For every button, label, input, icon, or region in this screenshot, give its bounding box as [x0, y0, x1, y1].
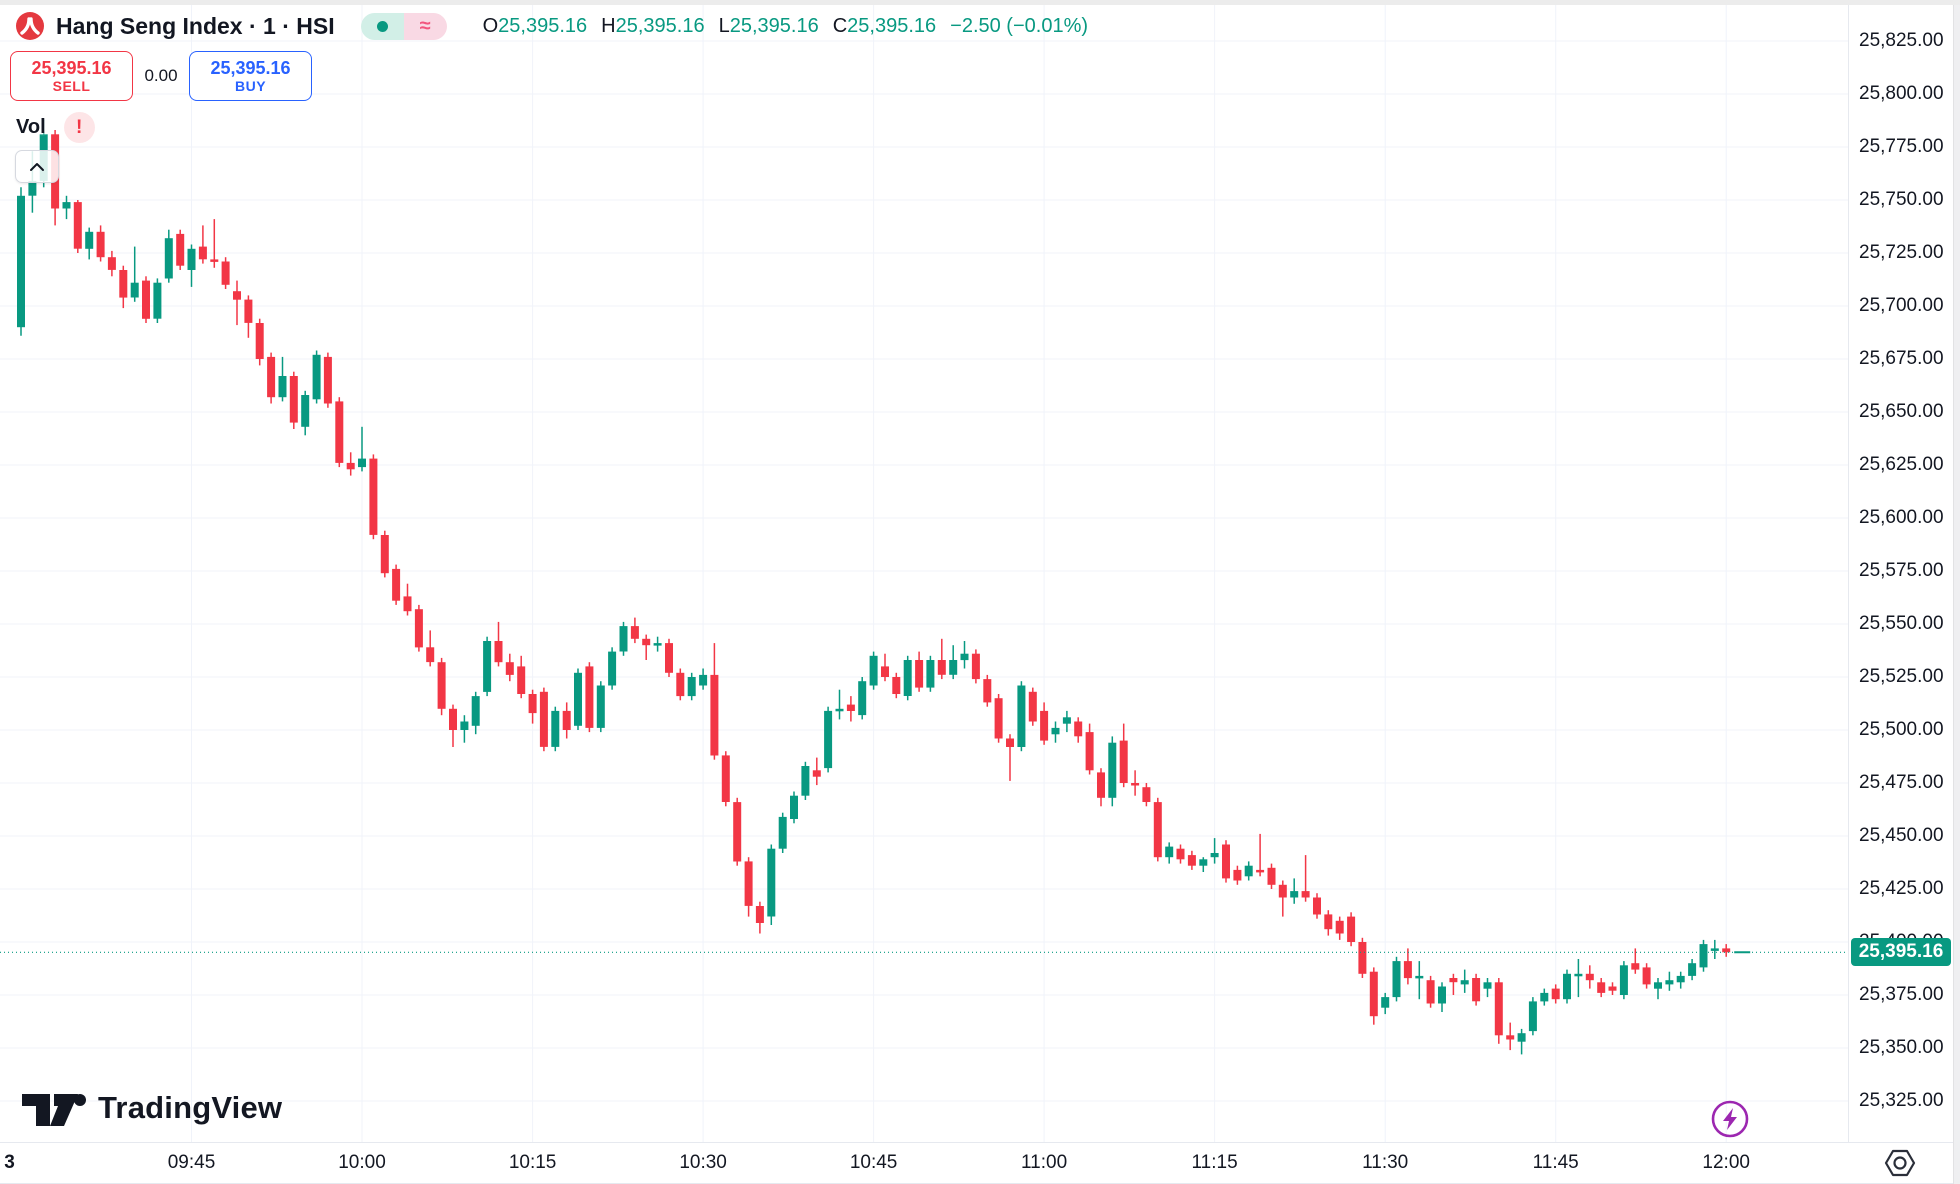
current-price-badge: 25,395.16	[1851, 938, 1951, 967]
close-value: 25,395.16	[847, 14, 937, 37]
price-axis-label: 25,475.00	[1859, 772, 1944, 793]
change-value: −2.50 (−0.01%)	[950, 14, 1089, 37]
price-axis-label: 25,325.00	[1859, 1090, 1944, 1111]
price-axis-label: 25,600.00	[1859, 507, 1944, 528]
instant-trading-button[interactable]	[1709, 1098, 1751, 1140]
tradingview-logo-icon	[22, 1094, 86, 1126]
close-label: C	[832, 14, 848, 37]
indicator-warning-icon[interactable]: !	[63, 112, 95, 143]
lightning-bolt-icon	[1711, 1100, 1749, 1138]
sell-price: 25,395.16	[31, 57, 112, 78]
chart-canvas[interactable]	[0, 0, 1848, 1142]
market-open-dot-icon	[360, 12, 404, 40]
buy-label: BUY	[234, 78, 267, 95]
time-axis-label: 10:00	[338, 1152, 386, 1173]
price-axis-label: 25,650.00	[1859, 401, 1944, 422]
price-axis-label: 25,550.00	[1859, 613, 1944, 634]
market-status-pill[interactable]: ≈	[360, 12, 447, 40]
price-axis[interactable]: 25,395.16 25,825.00 25,800.00 25,775.00 25,…	[1848, 0, 1955, 1142]
tradingview-watermark-text: TradingView	[98, 1090, 283, 1125]
scrollbar-strip[interactable]	[1953, 5, 1960, 1184]
high-value: 25,395.16	[615, 14, 705, 37]
collapse-panes-button[interactable]	[15, 150, 59, 183]
price-axis-label: 25,625.00	[1859, 454, 1944, 475]
time-axis-label: 3	[4, 1152, 15, 1173]
price-axis-label: 25,775.00	[1859, 136, 1944, 157]
price-axis-label: 25,825.00	[1859, 30, 1944, 51]
volume-indicator-label[interactable]: Vol	[16, 116, 46, 138]
low-value: 25,395.16	[729, 14, 819, 37]
ohlc-readout: O 25,395.16 H 25,395.16 L 25,395.16 C 25,395…	[483, 15, 1088, 38]
time-axis-label: 09:45	[167, 1152, 216, 1173]
time-axis-label: 10:45	[849, 1152, 898, 1173]
price-axis-label: 25,700.00	[1859, 295, 1944, 316]
price-axis-label: 25,750.00	[1859, 189, 1944, 210]
buy-button[interactable]: 25,395.16 BUY	[189, 51, 312, 101]
symbol-title[interactable]: Hang Seng Index · 1 · HSI	[56, 12, 335, 39]
time-axis-label: 12:00	[1702, 1152, 1750, 1173]
time-axis-label: 11:00	[1021, 1152, 1068, 1173]
price-axis-label: 25,450.00	[1859, 825, 1944, 846]
price-axis-label: 25,500.00	[1859, 719, 1944, 740]
symbol-legend[interactable]: Hang Seng Index · 1 · HSI ≈ O 25,395.16 H…	[16, 12, 1088, 40]
time-axis-label: 11:30	[1362, 1152, 1409, 1173]
tradingview-watermark[interactable]: TradingView	[22, 1086, 282, 1130]
price-axis-label: 25,425.00	[1859, 878, 1944, 899]
price-axis-label: 25,350.00	[1859, 1037, 1944, 1058]
order-panel: 25,395.16 SELL 0.00 25,395.16 BUY	[10, 51, 312, 101]
low-label: L	[718, 14, 730, 37]
sell-label: SELL	[52, 78, 91, 95]
time-axis[interactable]: 3 09:45 10:00 10:15 10:30 10:45 11:00 11:15 11:3…	[0, 1142, 1960, 1184]
price-axis-label: 25,575.00	[1859, 560, 1944, 581]
axis-settings-icon[interactable]	[1884, 1149, 1916, 1177]
price-axis-label: 25,375.00	[1859, 984, 1944, 1005]
open-value: 25,395.16	[498, 14, 588, 37]
time-axis-label: 11:45	[1532, 1152, 1579, 1173]
delayed-data-icon: ≈	[403, 12, 447, 40]
hang-seng-logo-icon	[16, 12, 44, 40]
window-top-edge	[0, 0, 1960, 5]
sell-button[interactable]: 25,395.16 SELL	[10, 51, 133, 101]
price-axis-label: 25,675.00	[1859, 348, 1944, 369]
time-axis-label: 10:15	[508, 1152, 557, 1173]
open-label: O	[482, 14, 499, 37]
price-axis-label: 25,725.00	[1859, 242, 1944, 263]
spread-value: 0.00	[144, 66, 178, 85]
time-axis-label: 11:15	[1191, 1152, 1238, 1173]
price-axis-label: 25,800.00	[1859, 83, 1944, 104]
time-axis-label: 10:30	[679, 1152, 727, 1173]
chevron-up-icon	[30, 162, 44, 171]
price-axis-label: 25,525.00	[1859, 666, 1944, 687]
buy-price: 25,395.16	[210, 57, 291, 78]
volume-indicator-row[interactable]: Vol !	[16, 112, 95, 143]
high-label: H	[601, 14, 616, 37]
candlestick-chart	[0, 0, 1848, 1142]
